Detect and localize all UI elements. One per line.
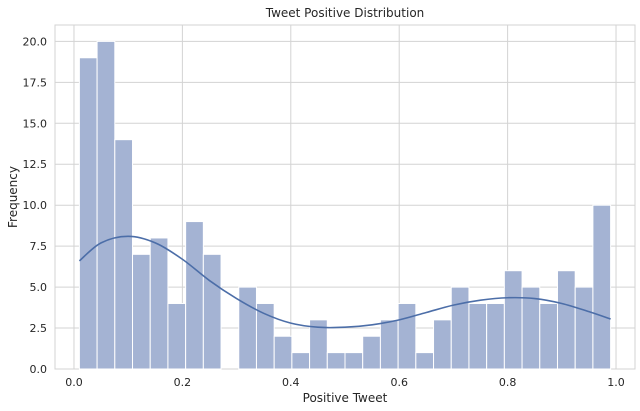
histogram-bar — [238, 286, 257, 370]
histogram-bar — [149, 237, 169, 370]
histogram-bar — [556, 270, 576, 370]
histogram-bar — [132, 253, 151, 370]
histogram-bar — [539, 302, 558, 370]
histogram-bar — [433, 319, 452, 370]
histogram-bar — [397, 302, 417, 370]
y-tick-label: 2.5 — [30, 322, 48, 335]
histogram-bar — [344, 352, 364, 370]
kde-curve — [78, 235, 611, 329]
y-tick-label: 20.0 — [23, 35, 48, 48]
histogram-bar — [415, 352, 435, 370]
x-axis-title: Positive Tweet — [303, 391, 388, 405]
y-axis-title: Frequency — [6, 166, 20, 228]
y-tick-label: 7.5 — [30, 240, 48, 253]
histogram-bar — [291, 352, 311, 370]
histogram-bar — [114, 139, 134, 370]
histogram-bar — [379, 319, 399, 370]
x-axis-ticks: 0.0 0.2 0.4 0.6 0.8 1.0 — [65, 376, 625, 389]
y-tick-label: 0.0 — [30, 363, 48, 376]
y-tick-label: 17.5 — [23, 76, 48, 89]
histogram-bar — [167, 302, 187, 370]
x-tick-label: 0.6 — [390, 376, 408, 389]
y-tick-label: 12.5 — [23, 158, 48, 171]
y-tick-label: 10.0 — [23, 199, 48, 212]
y-axis-ticks: 0.0 2.5 5.0 7.5 10.0 12.5 15.0 17.5 20.0 — [23, 35, 48, 376]
x-tick-label: 0.2 — [174, 376, 192, 389]
x-tick-label: 1.0 — [607, 376, 625, 389]
y-tick-label: 15.0 — [23, 117, 48, 130]
histogram-bar — [503, 270, 523, 370]
histogram-bar — [486, 302, 505, 370]
histogram-bars — [78, 40, 612, 370]
x-tick-label: 0.8 — [499, 376, 517, 389]
histogram-bar — [202, 253, 222, 370]
histogram-bar — [450, 286, 470, 370]
x-tick-label: 0.4 — [282, 376, 300, 389]
histogram-bar — [185, 221, 204, 370]
histogram-bar — [326, 352, 346, 370]
histogram-bar — [96, 40, 116, 370]
histogram-bar — [78, 57, 98, 370]
x-tick-label: 0.0 — [65, 376, 83, 389]
chart-title: Tweet Positive Distribution — [265, 6, 425, 20]
histogram-bar — [273, 335, 293, 370]
histogram-bar — [592, 204, 612, 370]
histogram-bar — [574, 286, 594, 370]
histogram-bar — [309, 319, 328, 370]
histogram-bar — [468, 302, 488, 370]
y-tick-label: 5.0 — [30, 281, 48, 294]
histogram-bar — [362, 335, 381, 370]
